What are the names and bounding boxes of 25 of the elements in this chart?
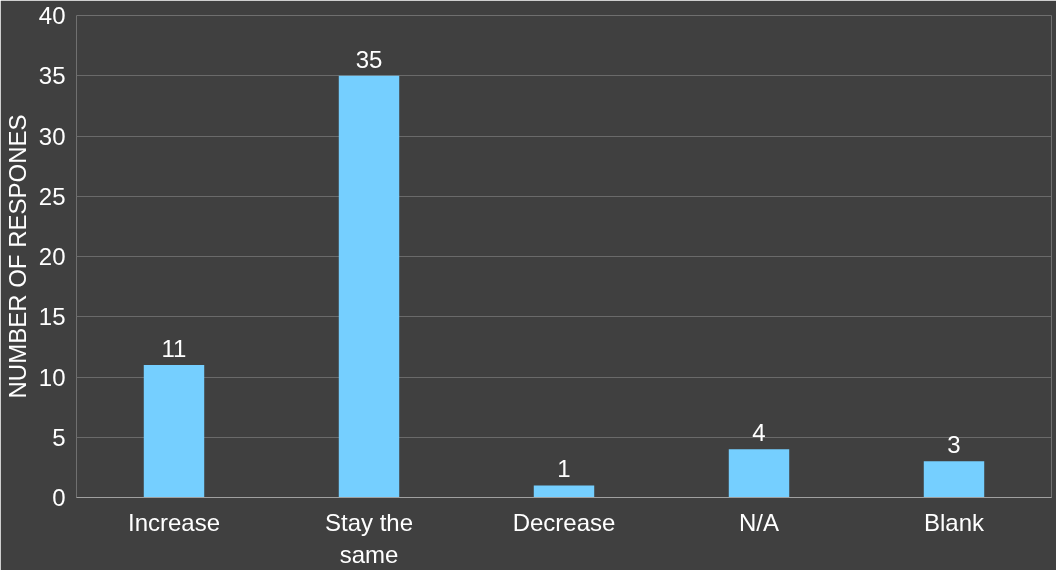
data-label: 3 (947, 431, 961, 459)
bar (728, 449, 790, 498)
y-tick-label: 15 (38, 303, 66, 331)
x-tick-label: Blank (923, 508, 986, 536)
x-tick-label: N/A (739, 508, 780, 536)
y-tick-label: 25 (38, 182, 66, 210)
y-tick-label: 0 (52, 484, 66, 511)
data-label: 35 (355, 45, 383, 73)
y-axis-title: NUMBER OF RESPONES (3, 114, 31, 399)
data-label: 1 (557, 455, 571, 483)
bar (923, 461, 985, 498)
x-tick-label: Stay the same (324, 508, 414, 568)
y-tick-label: 10 (38, 363, 66, 391)
y-tick-label: 40 (38, 2, 66, 29)
y-tick-label: 5 (52, 423, 66, 451)
x-tick-label: Increase (127, 508, 221, 536)
x-tick-label: Decrease (512, 508, 616, 536)
bar (338, 75, 400, 498)
y-tick-label: 20 (38, 243, 66, 270)
bar (533, 485, 595, 498)
y-tick-label: 35 (38, 62, 66, 90)
data-label: 11 (161, 334, 187, 362)
data-label: 4 (752, 419, 766, 447)
y-tick-label: 30 (38, 122, 66, 150)
bar (143, 364, 205, 498)
